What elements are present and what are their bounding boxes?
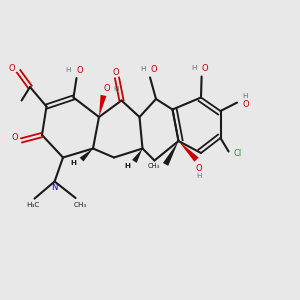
Polygon shape	[178, 141, 199, 162]
Text: Cl: Cl	[233, 148, 242, 158]
Text: CH₃: CH₃	[148, 163, 161, 169]
Text: O: O	[201, 64, 208, 73]
Text: O: O	[196, 164, 202, 172]
Text: O: O	[242, 100, 249, 109]
Polygon shape	[132, 148, 142, 163]
Text: O: O	[112, 68, 119, 77]
Text: H₃C: H₃C	[26, 202, 40, 208]
Text: H: H	[191, 65, 197, 71]
Text: H: H	[125, 163, 131, 169]
Text: H: H	[65, 67, 71, 73]
Polygon shape	[163, 141, 178, 166]
Text: N: N	[51, 183, 58, 192]
Text: O: O	[104, 84, 110, 93]
Polygon shape	[80, 148, 93, 161]
Text: O: O	[12, 133, 18, 142]
Polygon shape	[99, 95, 106, 117]
Text: H: H	[70, 160, 76, 166]
Text: O: O	[150, 64, 157, 74]
Text: O: O	[76, 66, 83, 75]
Text: H: H	[196, 173, 202, 179]
Text: H: H	[243, 93, 248, 99]
Text: CH₃: CH₃	[74, 202, 87, 208]
Text: H: H	[113, 86, 118, 92]
Text: O: O	[9, 64, 15, 73]
Text: H: H	[141, 66, 146, 72]
